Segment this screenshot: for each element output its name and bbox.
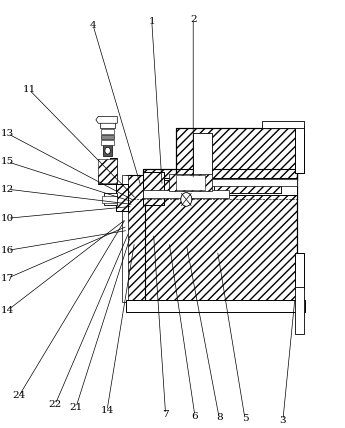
Bar (169, 174, 212, 191)
Bar (101, 129, 114, 134)
Text: 16: 16 (1, 246, 14, 255)
Text: 2: 2 (190, 15, 197, 24)
Bar (126, 175, 145, 302)
Bar (176, 128, 297, 180)
Text: 21: 21 (69, 403, 82, 412)
Polygon shape (98, 158, 117, 184)
Text: 24: 24 (12, 391, 26, 401)
Text: 11: 11 (23, 85, 36, 95)
Bar (295, 253, 304, 289)
Bar (104, 193, 117, 205)
Bar (143, 172, 164, 205)
Text: 17: 17 (1, 273, 14, 283)
Bar (193, 133, 212, 175)
Bar (101, 135, 114, 139)
Bar (214, 180, 281, 193)
Bar (143, 190, 229, 198)
Bar (143, 172, 164, 205)
Circle shape (181, 193, 192, 206)
Bar (100, 121, 115, 128)
Bar (103, 143, 112, 156)
Bar (176, 175, 205, 190)
Text: 10: 10 (1, 214, 14, 223)
Bar (159, 180, 197, 193)
Bar (126, 175, 145, 302)
Text: 8: 8 (216, 413, 223, 422)
Text: 4: 4 (90, 21, 97, 30)
Text: 3: 3 (279, 416, 286, 425)
Bar (116, 184, 128, 211)
Bar (295, 287, 304, 334)
Bar (102, 196, 117, 203)
Text: 13: 13 (1, 129, 14, 138)
Polygon shape (96, 116, 117, 123)
Bar (262, 121, 304, 128)
Text: 7: 7 (162, 410, 169, 419)
Text: 5: 5 (241, 414, 248, 423)
Bar (126, 300, 305, 312)
Bar (143, 169, 297, 302)
Bar (295, 135, 304, 173)
Text: 12: 12 (1, 184, 14, 194)
Text: 22: 22 (49, 400, 62, 409)
Bar (295, 126, 304, 173)
Bar (98, 159, 117, 183)
Text: 14: 14 (1, 306, 14, 315)
Bar (143, 169, 297, 302)
Text: 6: 6 (191, 411, 198, 421)
Bar (116, 184, 128, 211)
Bar (214, 180, 281, 193)
Bar (122, 175, 128, 302)
Bar (143, 178, 297, 195)
Bar (176, 128, 297, 180)
Circle shape (105, 147, 110, 154)
Text: 1: 1 (148, 17, 155, 26)
Text: 15: 15 (1, 157, 14, 166)
Bar (159, 180, 197, 193)
Bar (101, 140, 114, 145)
Bar (193, 179, 297, 186)
Text: 14: 14 (100, 406, 114, 416)
